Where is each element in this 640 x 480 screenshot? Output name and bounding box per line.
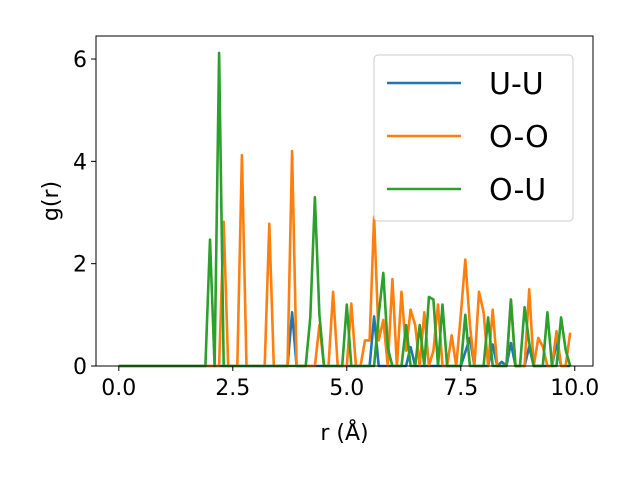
x-tick-label: 5.0 [329,376,364,401]
legend-label-u-u: U-U [489,67,544,102]
axes-layer [95,35,594,367]
y-tick-label: 6 [73,48,87,73]
series-line-o-u [118,51,572,368]
plot-frame [95,35,594,367]
legend-label-o-o: O-O [489,120,549,155]
x-tick-label: 0.0 [101,376,136,401]
legend: U-U O-O O-U [373,54,574,222]
y-tick-label: 0 [73,355,87,380]
y-axis-label: g(r) [39,181,64,221]
x-tick-label: 2.5 [215,376,250,401]
y-tick-label: 4 [73,150,87,175]
x-axis-label: r (Å) [320,419,368,446]
x-tick-label: 10.0 [550,376,599,401]
legend-label-o-u: O-U [489,173,546,208]
legend-frame [373,54,574,222]
x-tick-label: 7.5 [443,376,478,401]
y-tick-label: 2 [73,253,87,278]
ticks-layer: 0.0 2.5 5.0 7.5 10.0 0 2 4 6 [73,48,599,401]
